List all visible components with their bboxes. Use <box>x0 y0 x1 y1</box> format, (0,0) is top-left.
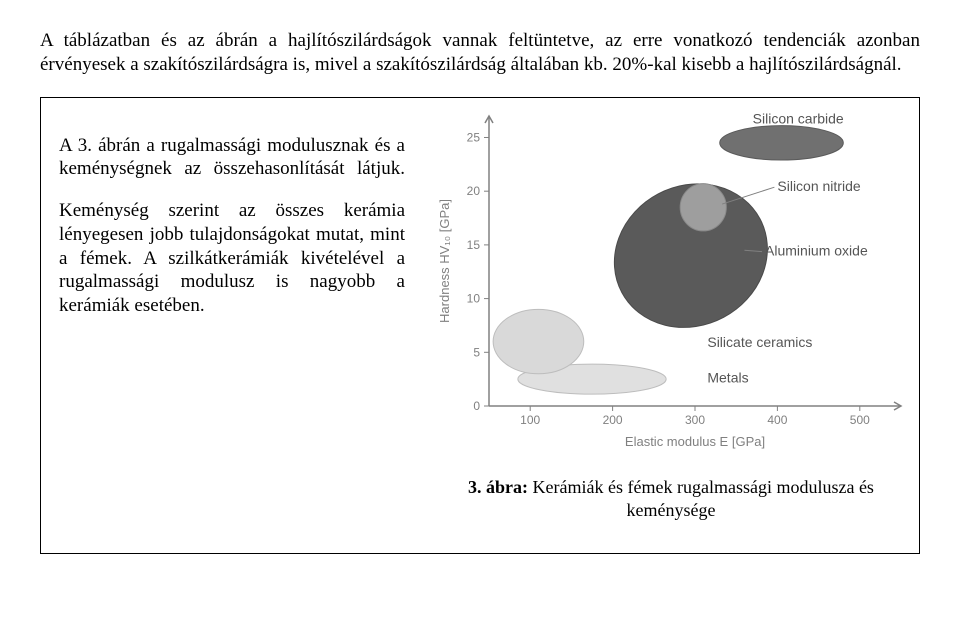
svg-text:300: 300 <box>685 413 705 427</box>
svg-text:100: 100 <box>520 413 540 427</box>
svg-text:Metals: Metals <box>707 369 748 385</box>
svg-text:0: 0 <box>473 399 480 413</box>
left-para-1: A 3. ábrán a rugalmassági modulusznak és… <box>59 134 405 182</box>
intro-paragraph: A táblázatban és az ábrán a hajlítószilá… <box>40 29 920 77</box>
svg-text:5: 5 <box>473 345 480 359</box>
svg-text:Silicon carbide: Silicon carbide <box>753 110 844 126</box>
svg-text:Hardness HV₁₀ [GPa]: Hardness HV₁₀ [GPa] <box>437 199 452 323</box>
svg-text:25: 25 <box>467 130 481 144</box>
svg-text:Silicate ceramics: Silicate ceramics <box>707 333 812 349</box>
svg-text:10: 10 <box>467 291 481 305</box>
svg-text:500: 500 <box>850 413 870 427</box>
left-column: A 3. ábrán a rugalmassági modulusznak és… <box>41 98 423 553</box>
svg-text:Aluminium oxide: Aluminium oxide <box>765 242 868 258</box>
chart: 100 200 300 400 500 0 5 10 15 20 25 Elastic modulus… <box>431 106 911 456</box>
chart-svg: 100 200 300 400 500 0 5 10 15 20 25 Elastic modulus… <box>431 106 911 456</box>
svg-text:400: 400 <box>767 413 787 427</box>
svg-text:20: 20 <box>467 184 481 198</box>
svg-text:Elastic modulus E [GPa]: Elastic modulus E [GPa] <box>625 434 765 449</box>
right-column: 100 200 300 400 500 0 5 10 15 20 25 Elastic modulus… <box>423 98 919 553</box>
left-para-2: Keménység szerint az összes kerámia lény… <box>59 199 405 318</box>
figure-caption: 3. ábra: Kerámiák és fémek rugalmassági … <box>431 476 911 523</box>
svg-text:Silicon nitride: Silicon nitride <box>777 178 860 194</box>
caption-text: Kerámiák és fémek rugalmassági modulusza… <box>528 477 874 520</box>
caption-bold: 3. ábra: <box>468 477 528 497</box>
figure-frame: A 3. ábrán a rugalmassági modulusznak és… <box>40 97 920 554</box>
svg-text:200: 200 <box>603 413 623 427</box>
svg-text:15: 15 <box>467 237 481 251</box>
